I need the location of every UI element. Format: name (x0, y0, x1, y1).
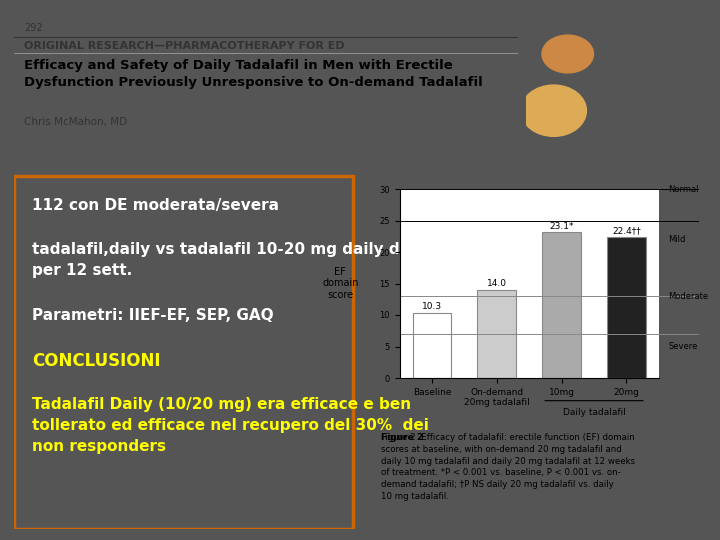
Text: 23.1*: 23.1* (549, 221, 574, 231)
Text: 14.0: 14.0 (487, 279, 507, 288)
Text: 10.3: 10.3 (422, 302, 442, 311)
Ellipse shape (521, 85, 587, 136)
FancyBboxPatch shape (14, 177, 353, 529)
Text: Efficacy and Safety of Daily Tadalafil in Men with Erectile
Dysfunction Previous: Efficacy and Safety of Daily Tadalafil i… (24, 59, 483, 89)
Text: Normal: Normal (668, 185, 699, 193)
Text: Tadalafil Daily (10/20 mg) era efficace e ben
tollerato ed efficace nel recupero: Tadalafil Daily (10/20 mg) era efficace … (32, 397, 428, 454)
Text: 112 con DE moderata/severa: 112 con DE moderata/severa (32, 198, 279, 213)
Text: Mild: Mild (668, 235, 686, 244)
Text: Chris McMahon, MD: Chris McMahon, MD (24, 117, 127, 127)
Bar (413, 313, 451, 378)
Text: ORIGINAL RESEARCH—PHARMACOTHERAPY FOR ED: ORIGINAL RESEARCH—PHARMACOTHERAPY FOR ED (24, 41, 345, 51)
Text: Daily tadalafil: Daily tadalafil (562, 408, 626, 417)
Bar (607, 237, 646, 378)
Text: tadalafil,daily vs tadalafil 10-20 mg daily doses
per 12 sett.: tadalafil,daily vs tadalafil 10-20 mg da… (32, 241, 438, 278)
Bar (477, 290, 516, 378)
Bar (542, 232, 581, 378)
Text: Australian Centre for Sexual Health, Sydney, Australia: Australian Centre for Sexual Health, Syd… (24, 135, 253, 144)
Ellipse shape (542, 35, 593, 73)
Y-axis label: EF
domain
score: EF domain score (322, 267, 359, 300)
Text: 22.4††: 22.4†† (612, 226, 641, 235)
Text: Figure 2: Figure 2 (381, 433, 423, 442)
Text: 292: 292 (24, 23, 43, 33)
Text: Parametri: IIEF-EF, SEP, GAQ: Parametri: IIEF-EF, SEP, GAQ (32, 308, 274, 323)
Text: Severe: Severe (668, 342, 698, 351)
Text: Figure 2  Efficacy of tadalafil: erectile function (EF) domain
scores at baselin: Figure 2 Efficacy of tadalafil: erectile… (381, 433, 635, 501)
Text: Moderate: Moderate (668, 292, 708, 301)
Text: CONCLUSIONI: CONCLUSIONI (32, 352, 160, 369)
